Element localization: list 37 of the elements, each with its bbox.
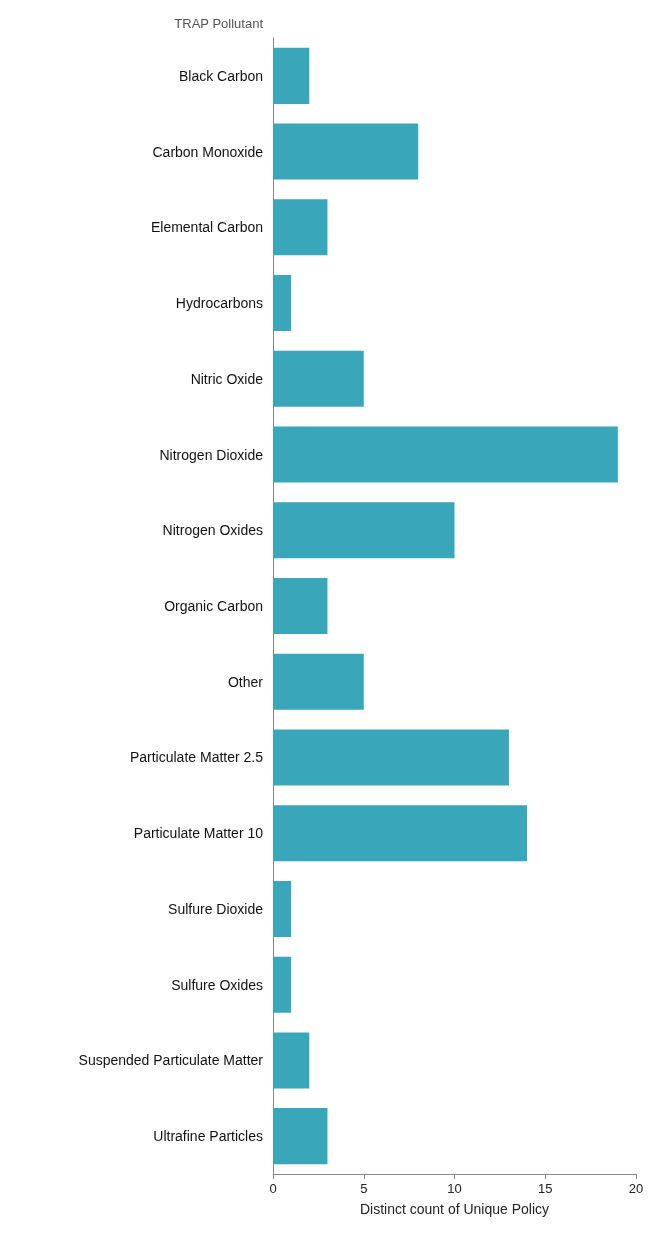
x-tick-label: 10 [447,1181,462,1196]
y-tick-label: Organic Carbon [164,598,263,614]
bar [273,47,310,104]
x-tick-label: 20 [628,1181,644,1196]
bar [273,502,455,559]
bar [273,275,292,332]
bar [273,805,528,862]
bar [273,880,292,937]
bar [273,426,618,483]
bar [273,956,292,1013]
y-tick-label: Particulate Matter 2.5 [129,749,264,766]
y-tick-label: Carbon Monoxide [152,143,264,160]
y-tick-label: Other [227,673,264,690]
bar [273,199,328,256]
y-tick-label: Nitrogen Dioxide [159,446,264,463]
y-tick-label: Particulate Matter 10 [133,825,264,842]
x-tick-label: 15 [538,1181,553,1196]
bar [273,1032,310,1089]
y-tick-label: Elemental Carbon [150,219,263,236]
y-tick-label: Hydrocarbons [175,295,263,312]
y-tick-label: Nitrogen Oxides [162,522,263,539]
y-tick-label: Sulfure Dioxide [168,900,264,917]
y-tick-label: Sulfure Oxides [171,976,263,993]
y-tick-label: Nitric Oxide [190,370,264,387]
x-tick-label: 5 [360,1181,368,1196]
y-tick-label: Suspended Particulate Matter [78,1052,264,1069]
bar [273,653,364,710]
y-tick-label: Black Carbon [178,67,263,84]
x-tick-label: 0 [269,1181,277,1196]
y-axis-title: TRAP Pollutant [174,16,264,31]
bar [273,350,364,407]
bar [273,1108,328,1165]
bar [273,123,419,180]
bar [273,729,509,786]
x-axis-title: Distinct count of Unique Policy [359,1201,550,1217]
bar [273,577,328,635]
y-tick-label: Ultrafine Particles [153,1128,263,1145]
